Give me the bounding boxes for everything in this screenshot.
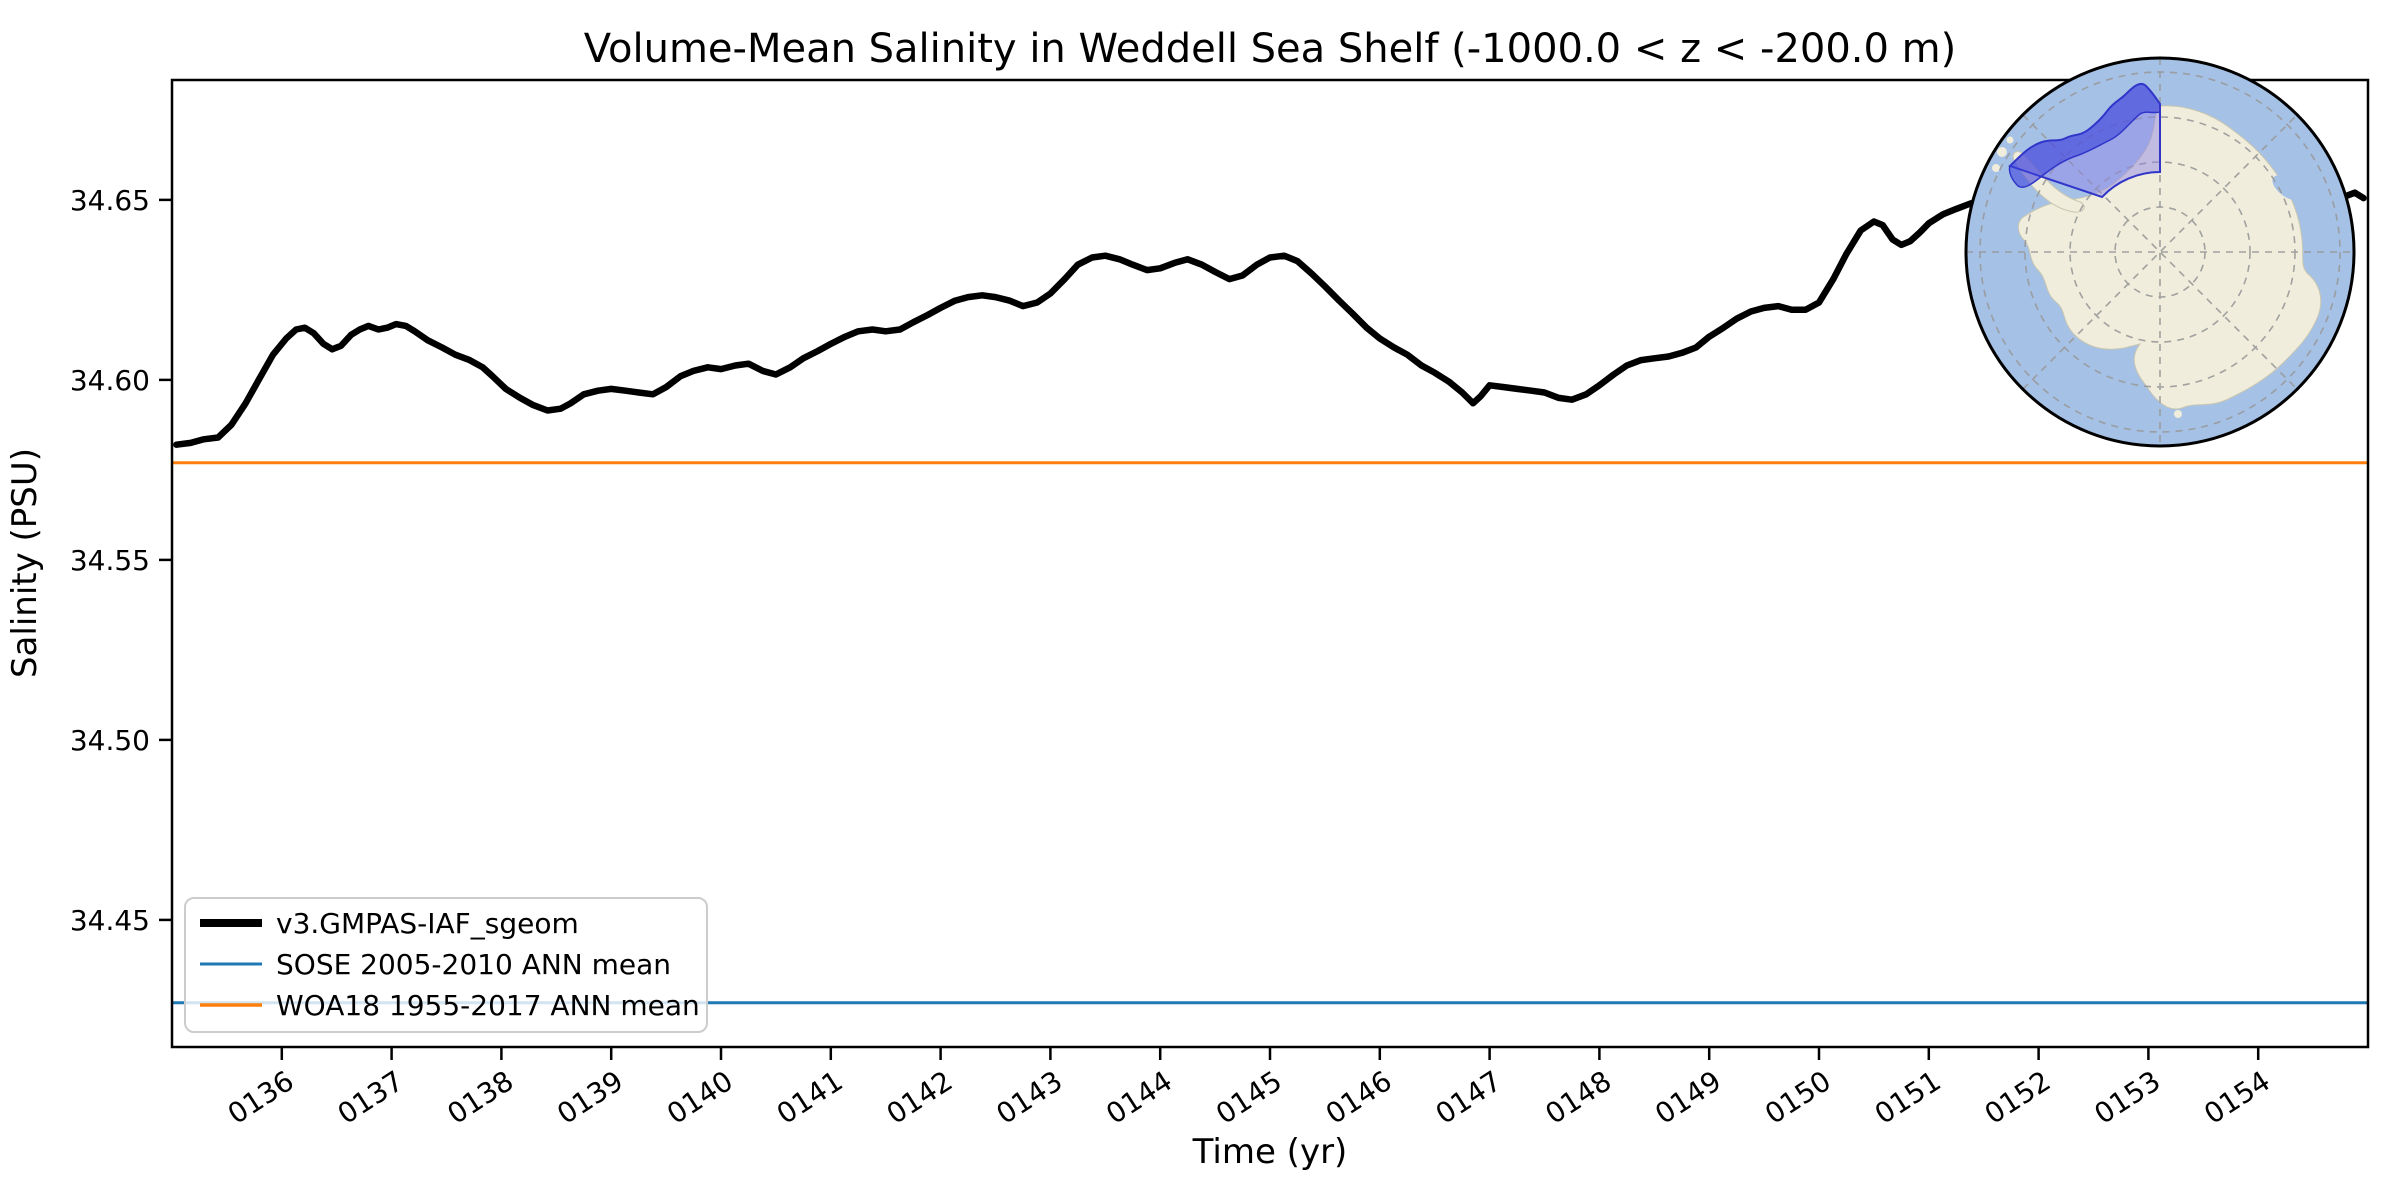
map-island <box>2006 136 2014 144</box>
legend-label-woa18: WOA18 1955-2017 ANN mean <box>276 989 700 1022</box>
legend: v3.GMPAS-IAF_sgeom SOSE 2005-2010 ANN me… <box>184 897 708 1033</box>
x-tick-label: 0136 <box>222 1064 300 1130</box>
map-coastal-bay <box>2272 175 2304 201</box>
x-tick-label: 0149 <box>1649 1064 1727 1130</box>
x-tick-label: 0142 <box>881 1064 959 1130</box>
x-tick-label: 0140 <box>661 1064 739 1130</box>
x-tick-label: 0148 <box>1539 1064 1617 1130</box>
x-tick-label: 0145 <box>1210 1064 1288 1130</box>
x-tick-label: 0143 <box>990 1064 1068 1130</box>
x-tick-label: 0141 <box>771 1064 849 1130</box>
map-island <box>2174 410 2182 418</box>
legend-label-series: v3.GMPAS-IAF_sgeom <box>276 907 579 940</box>
x-tick-label: 0147 <box>1430 1064 1508 1130</box>
chart-title: Volume-Mean Salinity in Weddell Sea Shel… <box>584 26 1957 72</box>
x-axis-label: Time (yr) <box>1192 1132 1348 1172</box>
legend-label-sose: SOSE 2005-2010 ANN mean <box>276 948 671 981</box>
y-tick-label: 34.50 <box>70 724 150 757</box>
series-line-v3.GMPAS-IAF_sgeom <box>173 187 2367 448</box>
legend-box <box>184 897 708 1033</box>
x-tick-label: 0152 <box>1979 1064 2057 1130</box>
x-tick-label: 0144 <box>1100 1064 1178 1130</box>
y-axis-ticks: 34.45 34.50 34.55 34.60 34.65 <box>70 184 172 937</box>
x-tick-label: 0154 <box>2198 1064 2276 1130</box>
x-tick-label: 0137 <box>332 1064 410 1130</box>
data-series <box>173 187 2367 448</box>
y-tick-label: 34.55 <box>70 544 150 577</box>
map-island <box>2309 293 2315 299</box>
y-tick-label: 34.65 <box>70 184 150 217</box>
map-island <box>1997 147 2007 157</box>
x-tick-label: 0146 <box>1320 1064 1398 1130</box>
antarctica-inset-map <box>1964 56 2356 448</box>
x-tick-label: 0138 <box>441 1064 519 1130</box>
map-border-circle <box>1964 56 2356 448</box>
x-tick-label: 0153 <box>2088 1064 2166 1130</box>
y-axis-label: Salinity (PSU) <box>5 448 45 678</box>
y-tick-label: 34.45 <box>70 904 150 937</box>
y-tick-label: 34.60 <box>70 364 150 397</box>
x-axis-ticks: 0136 0137 0138 0139 0140 0141 0142 0143 0144 0145… <box>222 1047 2276 1131</box>
map-island <box>1992 164 2000 172</box>
map-graticule <box>1966 58 2354 446</box>
x-tick-label: 0150 <box>1759 1064 1837 1130</box>
map-weddell-shelf-highlight <box>2008 83 2161 188</box>
x-tick-label: 0139 <box>551 1064 629 1130</box>
x-tick-label: 0151 <box>1869 1064 1947 1130</box>
